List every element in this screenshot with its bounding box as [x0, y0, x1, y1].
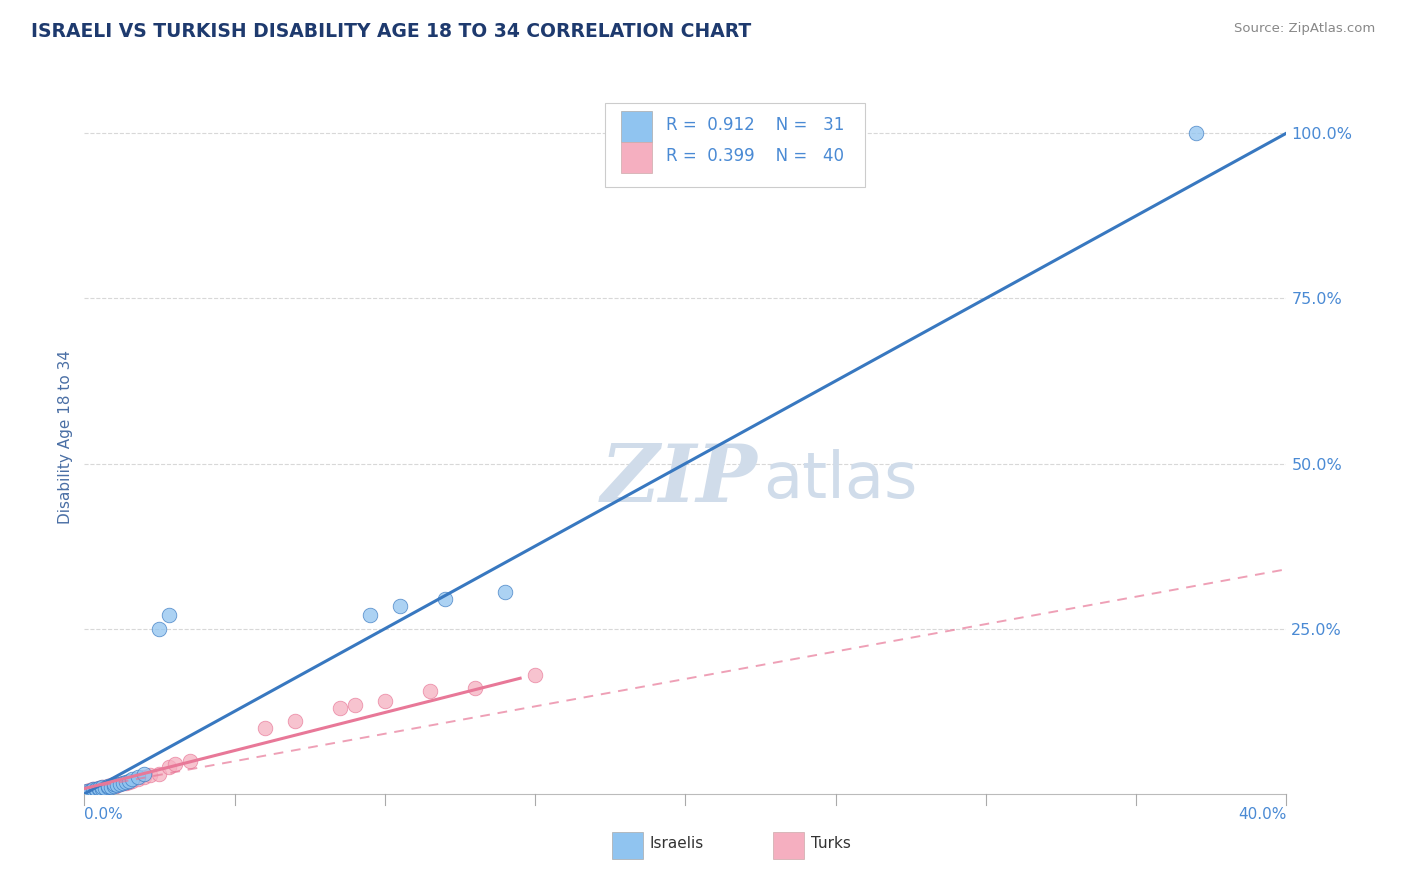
- Point: [89, 780, 111, 795]
- Point: [163, 757, 186, 772]
- Point: [112, 775, 135, 789]
- Point: [97, 780, 120, 795]
- Point: [121, 773, 143, 788]
- Point: [524, 668, 547, 682]
- Point: [107, 778, 129, 792]
- Text: Israelis: Israelis: [650, 837, 704, 851]
- Point: [110, 777, 132, 791]
- Point: [329, 701, 352, 715]
- Point: [134, 770, 156, 784]
- Point: [97, 780, 120, 795]
- Point: [388, 599, 411, 613]
- Point: [107, 778, 129, 792]
- Point: [103, 778, 125, 792]
- Point: [82, 782, 104, 797]
- Point: [179, 754, 201, 768]
- Text: Source: ZipAtlas.com: Source: ZipAtlas.com: [1234, 22, 1375, 36]
- Point: [115, 775, 138, 789]
- Point: [79, 783, 101, 797]
- Point: [89, 782, 111, 797]
- Point: [115, 775, 138, 789]
- Point: [82, 783, 104, 797]
- Point: [127, 772, 149, 787]
- Point: [118, 775, 141, 789]
- Y-axis label: Disability Age 18 to 34: Disability Age 18 to 34: [58, 350, 73, 524]
- Point: [82, 783, 104, 797]
- Point: [110, 777, 132, 791]
- Text: 0.0%: 0.0%: [84, 807, 124, 822]
- Point: [148, 767, 170, 781]
- Point: [100, 780, 122, 794]
- Point: [118, 773, 141, 788]
- Point: [284, 714, 307, 729]
- Point: [139, 768, 162, 782]
- Point: [86, 781, 108, 796]
- Point: [100, 778, 122, 792]
- Point: [94, 780, 117, 795]
- Text: ISRAELI VS TURKISH DISABILITY AGE 18 TO 34 CORRELATION CHART: ISRAELI VS TURKISH DISABILITY AGE 18 TO …: [31, 22, 751, 41]
- Point: [86, 781, 108, 796]
- Point: [1185, 126, 1208, 140]
- Point: [121, 772, 143, 787]
- Point: [103, 777, 125, 791]
- Point: [89, 782, 111, 797]
- Point: [434, 591, 457, 606]
- Point: [157, 760, 180, 774]
- Point: [97, 779, 120, 793]
- Point: [343, 698, 366, 712]
- Text: atlas: atlas: [763, 449, 918, 511]
- Text: R =  0.399    N =   40: R = 0.399 N = 40: [666, 147, 845, 165]
- Point: [134, 767, 156, 781]
- Point: [97, 779, 120, 793]
- Point: [79, 783, 101, 797]
- Point: [86, 783, 108, 797]
- Point: [127, 770, 149, 784]
- Point: [103, 780, 125, 795]
- Point: [82, 782, 104, 797]
- Point: [76, 784, 98, 798]
- Text: 40.0%: 40.0%: [1239, 807, 1286, 822]
- Point: [157, 608, 180, 623]
- Point: [91, 781, 114, 796]
- Point: [148, 622, 170, 636]
- Point: [94, 780, 117, 794]
- Point: [89, 780, 111, 795]
- Point: [112, 776, 135, 790]
- Point: [79, 783, 101, 797]
- Point: [419, 684, 441, 698]
- Text: R =  0.912    N =   31: R = 0.912 N = 31: [666, 116, 845, 134]
- Point: [91, 780, 114, 795]
- Point: [494, 585, 516, 599]
- Text: Turks: Turks: [811, 837, 851, 851]
- Point: [103, 779, 125, 793]
- Point: [464, 681, 486, 695]
- Point: [100, 780, 122, 794]
- Point: [91, 781, 114, 796]
- Point: [359, 608, 381, 623]
- Point: [374, 694, 396, 708]
- Point: [86, 783, 108, 797]
- Point: [94, 780, 117, 795]
- Point: [253, 721, 276, 735]
- Point: [91, 780, 114, 795]
- Point: [76, 784, 98, 798]
- Text: ZIP: ZIP: [600, 442, 758, 518]
